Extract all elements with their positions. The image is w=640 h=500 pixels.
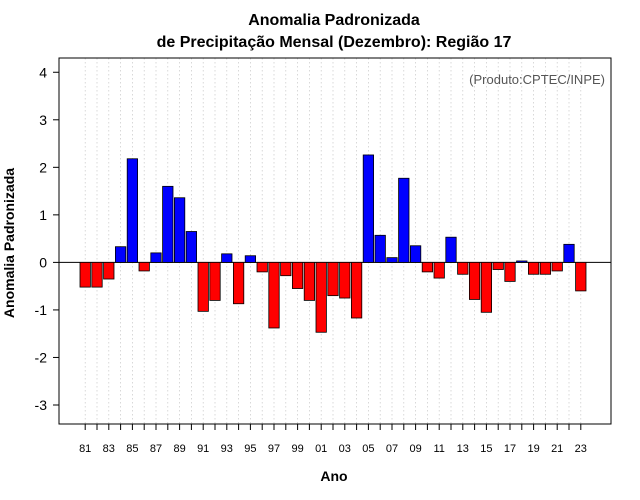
bar-1998: [280, 261, 292, 277]
y-tick-label: -2: [35, 349, 48, 365]
bar-2012: [445, 236, 457, 263]
bar-1994: [232, 261, 245, 305]
bar-2020: [539, 261, 552, 275]
x-axis: 81 83 85 87 89 91 93 95 97 99 01 03 05 07 09 11 13 15 17 19…: [79, 424, 587, 455]
y-tick-label: 4: [39, 64, 47, 80]
bar-1996: [256, 261, 268, 273]
bar-2005: [362, 154, 375, 263]
y-axis: -3 -2 -1 0 1 2 3 4: [35, 64, 59, 413]
bar-1984: [115, 246, 127, 263]
x-tick-label: 01: [315, 443, 327, 455]
bar-1992: [209, 261, 221, 301]
bar-2015: [480, 261, 493, 313]
x-tick-label: 05: [362, 443, 374, 455]
bars: [79, 154, 587, 333]
bar-1991: [197, 261, 209, 312]
credit-text: (Produto:CPTEC/INPE): [469, 72, 605, 87]
y-tick-label: 2: [39, 159, 47, 175]
x-tick-label: 95: [244, 443, 256, 455]
x-tick-label: 97: [268, 443, 280, 455]
y-tick-label: 3: [39, 112, 47, 128]
y-tick-label: -1: [35, 302, 48, 318]
bar-2013: [457, 261, 469, 275]
bar-1997: [268, 261, 280, 329]
x-tick-label: 09: [409, 443, 421, 455]
bar-2019: [528, 261, 540, 275]
bar-1989: [173, 197, 186, 263]
bar-1982: [91, 261, 103, 288]
x-tick-label: 91: [197, 443, 209, 455]
x-tick-label: 87: [150, 443, 162, 455]
x-tick-label: 93: [221, 443, 233, 455]
y-tick-label: -3: [35, 397, 48, 413]
bar-2000: [303, 261, 316, 301]
x-axis-label: Ano: [320, 468, 347, 484]
x-tick-label: 11: [433, 443, 444, 455]
bar-1995: [244, 255, 256, 263]
bar-2017: [504, 261, 516, 282]
bar-2002: [327, 261, 339, 297]
bar-2011: [433, 261, 445, 279]
x-tick-label: 07: [386, 443, 398, 455]
x-tick-label: 23: [575, 443, 587, 455]
x-tick-label: 03: [339, 443, 351, 455]
bar-2021: [551, 261, 563, 272]
bar-2004: [350, 261, 363, 319]
bar-2009: [409, 245, 422, 263]
y-axis-label: Anomalia Padronizada: [1, 168, 17, 318]
bar-1981: [79, 261, 91, 288]
x-tick-label: 19: [527, 443, 539, 455]
bar-2008: [398, 177, 410, 263]
bar-2023: [575, 261, 587, 292]
x-tick-label: 99: [291, 443, 303, 455]
bar-2001: [315, 261, 327, 333]
plot-frame: [58, 57, 612, 425]
bar-1987: [150, 252, 162, 263]
bar-1988: [162, 185, 174, 263]
gridlines: [84, 58, 582, 424]
x-tick-label: 21: [551, 443, 563, 455]
x-tick-label: 85: [126, 443, 138, 455]
bar-2014: [468, 261, 481, 300]
bar-1990: [185, 231, 197, 263]
bar-2022: [563, 243, 575, 263]
y-tick-label: 1: [39, 207, 47, 223]
bar-1986: [138, 261, 150, 272]
bar-1999: [291, 261, 304, 289]
bar-2007: [386, 257, 398, 263]
bar-1983: [103, 261, 115, 280]
bar-2010: [421, 261, 434, 273]
x-tick-label: 13: [457, 443, 469, 455]
bar-2006: [374, 234, 386, 263]
bar-2016: [492, 261, 504, 270]
chart-title-line1: Anomalia Padronizada: [248, 12, 420, 29]
x-tick-label: 81: [79, 443, 91, 455]
x-tick-label: 89: [173, 443, 185, 455]
x-tick-label: 17: [504, 443, 516, 455]
bar-2003: [339, 261, 351, 299]
y-tick-label: 0: [39, 254, 47, 270]
bar-1985: [126, 158, 138, 263]
bar-1993: [221, 253, 233, 263]
x-tick-label: 15: [480, 443, 492, 455]
x-tick-label: 83: [103, 443, 115, 455]
chart-title-line2: de Precipitação Mensal (Dezembro): Regiã…: [157, 34, 512, 51]
bar-2018: [516, 260, 528, 263]
